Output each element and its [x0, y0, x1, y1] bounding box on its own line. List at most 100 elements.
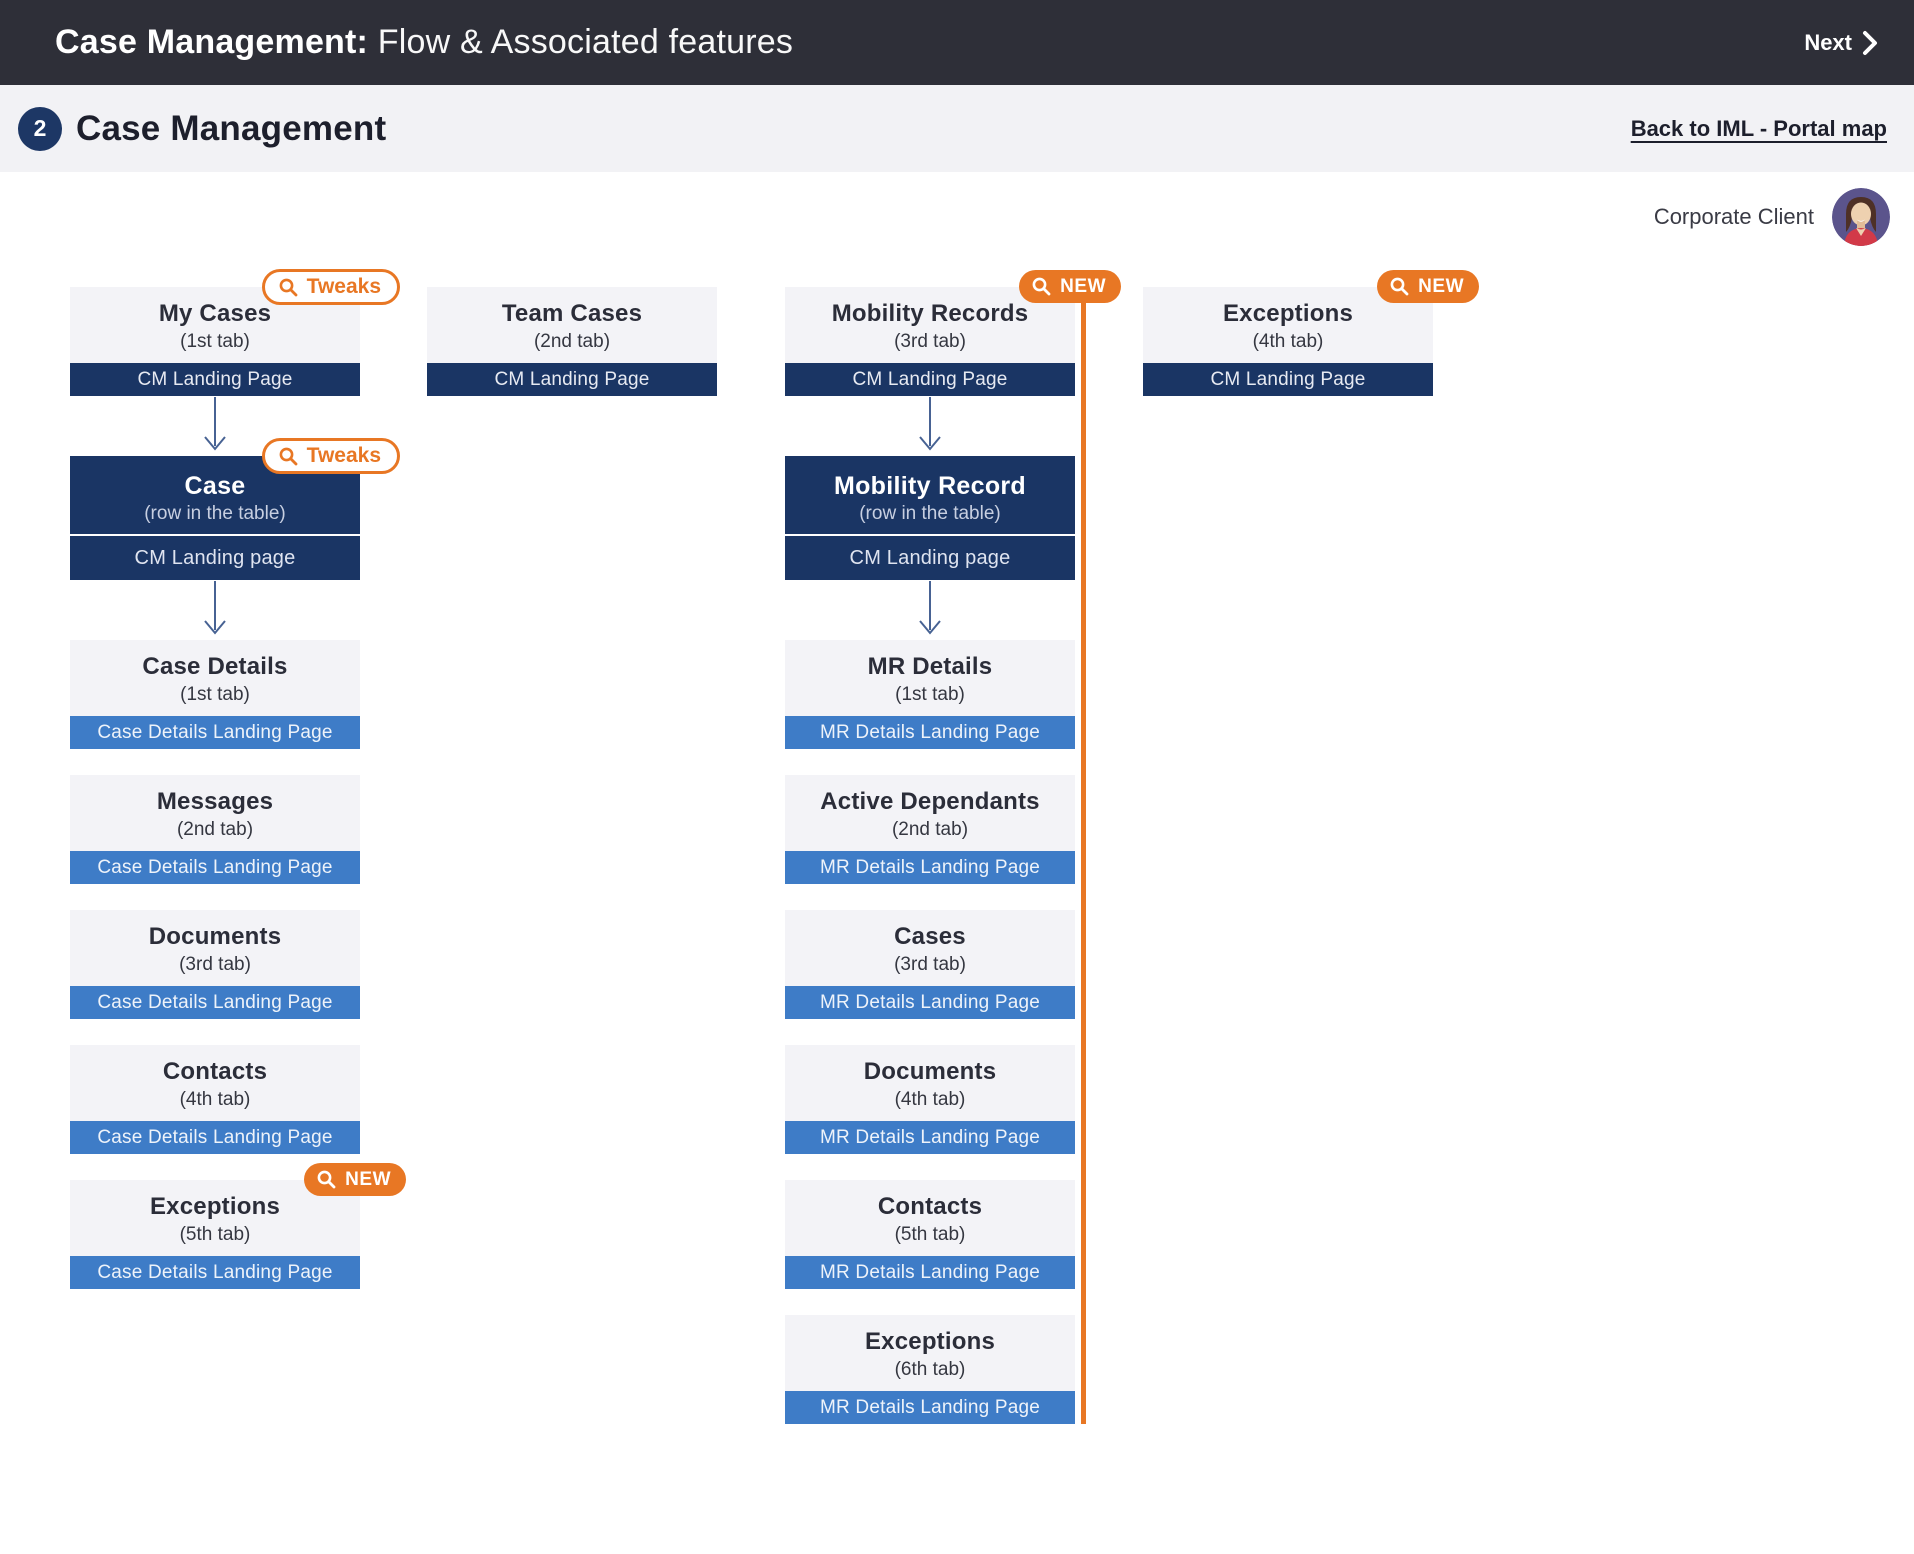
card-body: Documents (3rd tab) [70, 910, 360, 986]
search-icon [1031, 276, 1052, 297]
flow-arrow-down [201, 580, 229, 640]
chevron-right-icon [1862, 30, 1878, 56]
card-title: Mobility Record [833, 471, 1026, 500]
window-title: Case Management: Flow & Associated featu… [55, 23, 793, 62]
next-button[interactable]: Next [1802, 24, 1880, 62]
tweaks-badge-label: Tweaks [306, 444, 381, 467]
card-subtitle: (4th tab) [179, 1088, 251, 1110]
card-divider [70, 534, 360, 536]
card-title: Contacts [877, 1192, 983, 1220]
card-title: MR Details [867, 652, 993, 680]
card-subtitle: (row in the table) [144, 502, 286, 524]
card-landing-bar: Case Details Landing Page [70, 716, 360, 749]
card-title: Active Dependants [820, 787, 1040, 815]
user-avatar [1832, 188, 1890, 246]
user-role-label: Corporate Client [1653, 204, 1814, 229]
new-badge: NEW [304, 1163, 406, 1196]
card-mobility-records: Mobility Records (3rd tab) CM Landing Page… [785, 270, 1121, 396]
new-badge: NEW [1377, 270, 1479, 303]
card-subtitle: (6th tab) [894, 1358, 966, 1380]
user-row: Corporate Client [1654, 186, 1890, 248]
card-divider [785, 534, 1075, 536]
new-badge-label: NEW [1418, 275, 1464, 297]
card-subtitle: (row in the table) [859, 502, 1001, 524]
card-landing-bar: Case Details Landing Page [70, 1256, 360, 1289]
new-section-divider-line [1081, 300, 1086, 1424]
section-header: 2 Case Management Back to IML - Portal m… [0, 85, 1914, 172]
card-exceptions: Exceptions (4th tab) CM Landing Page NEW [1143, 270, 1479, 396]
card-subtitle: (4th tab) [894, 1088, 966, 1110]
card-exceptions: Exceptions (6th tab) MR Details Landing Pa… [785, 1315, 1075, 1424]
window-title-rest: Flow & Associated features [377, 23, 794, 61]
card-landing-bar: CM Landing Page [1143, 363, 1433, 396]
card-title: Exceptions [1222, 299, 1354, 327]
new-badge: NEW [1019, 270, 1121, 303]
card-documents: Documents (3rd tab) Case Details Landing P… [70, 910, 360, 1019]
top-bar: Case Management: Flow & Associated featu… [0, 0, 1914, 85]
card-title: Contacts [162, 1057, 268, 1085]
card-landing-bar: MR Details Landing Page [785, 1391, 1075, 1424]
search-icon [278, 277, 299, 298]
flow-arrow-down [916, 396, 944, 456]
card-body: Contacts (4th tab) [70, 1045, 360, 1121]
card-landing-bar: MR Details Landing Page [785, 716, 1075, 749]
tweaks-badge: Tweaks [261, 269, 400, 305]
card-cases: Cases (3rd tab) MR Details Landing Page [785, 910, 1075, 1019]
card-title: Exceptions [149, 1192, 281, 1220]
card-body: Exceptions (6th tab) [785, 1315, 1075, 1391]
card-title: Case Details [142, 652, 288, 680]
next-button-label: Next [1804, 29, 1852, 55]
search-icon [278, 446, 299, 467]
step-number-badge: 2 [18, 106, 62, 151]
card-title: Team Cases [501, 299, 643, 327]
card-body: Mobility Record (row in the table) [785, 456, 1075, 534]
card-title: My Cases [158, 299, 272, 327]
card-exceptions: Exceptions (5th tab) Case Details Landing … [70, 1163, 406, 1289]
search-icon [1389, 276, 1410, 297]
card-body: Case (row in the table) [70, 456, 360, 534]
card-body: Cases (3rd tab) [785, 910, 1075, 986]
card-contacts: Contacts (4th tab) Case Details Landing Pa… [70, 1045, 360, 1154]
card-mobility-record: Mobility Record (row in the table) CM Land… [785, 456, 1075, 580]
back-to-portal-link[interactable]: Back to IML - Portal map [1630, 115, 1887, 141]
card-subtitle: (1st tab) [180, 330, 250, 352]
card-body: Contacts (5th tab) [785, 1180, 1075, 1256]
card-subtitle: (3rd tab) [894, 330, 966, 352]
card-landing-bar: CM Landing page [134, 546, 296, 569]
card-landing-bar: MR Details Landing Page [785, 986, 1075, 1019]
card-body: Documents (4th tab) [785, 1045, 1075, 1121]
card-subtitle: (5th tab) [894, 1223, 966, 1245]
card-body: Active Dependants (2nd tab) [785, 775, 1075, 851]
card-landing-bar: MR Details Landing Page [785, 1256, 1075, 1289]
card-active-dependants: Active Dependants (2nd tab) MR Details Lan… [785, 775, 1075, 884]
card-messages: Messages (2nd tab) Case Details Landing Pa… [70, 775, 360, 884]
card-documents: Documents (4th tab) MR Details Landing Pag… [785, 1045, 1075, 1154]
tweaks-badge-label: Tweaks [306, 275, 381, 298]
card-landing-bar: Case Details Landing Page [70, 851, 360, 884]
card-case: Case (row in the table) CM Landing page Twe… [70, 438, 400, 580]
card-title: Case [184, 471, 246, 500]
card-landing-bar: CM Landing Page [785, 363, 1075, 396]
new-badge-label: NEW [1060, 275, 1106, 297]
card-body: Team Cases (2nd tab) [427, 287, 717, 363]
card-landing-bar: Case Details Landing Page [70, 1121, 360, 1154]
tweaks-badge: Tweaks [261, 438, 400, 474]
new-badge-label: NEW [345, 1168, 391, 1190]
card-subtitle: (2nd tab) [533, 330, 611, 352]
card-body: Messages (2nd tab) [70, 775, 360, 851]
card-subtitle: (4th tab) [1252, 330, 1324, 352]
card-body: Case Details (1st tab) [70, 640, 360, 716]
card-my-cases: My Cases (1st tab) CM Landing Page Tweaks [70, 269, 400, 396]
card-title: Cases [894, 922, 966, 950]
search-icon [316, 1169, 337, 1190]
card-subtitle: (1st tab) [180, 683, 250, 705]
window-title-bold: Case Management: [55, 23, 369, 61]
card-landing-bar: CM Landing Page [70, 363, 360, 396]
card-landing-bar: CM Landing Page [427, 363, 717, 396]
card-subtitle: (5th tab) [179, 1223, 251, 1245]
card-title: Mobility Records [831, 299, 1029, 327]
card-case-details: Case Details (1st tab) Case Details Landin… [70, 640, 360, 749]
card-title: Documents [863, 1057, 997, 1085]
